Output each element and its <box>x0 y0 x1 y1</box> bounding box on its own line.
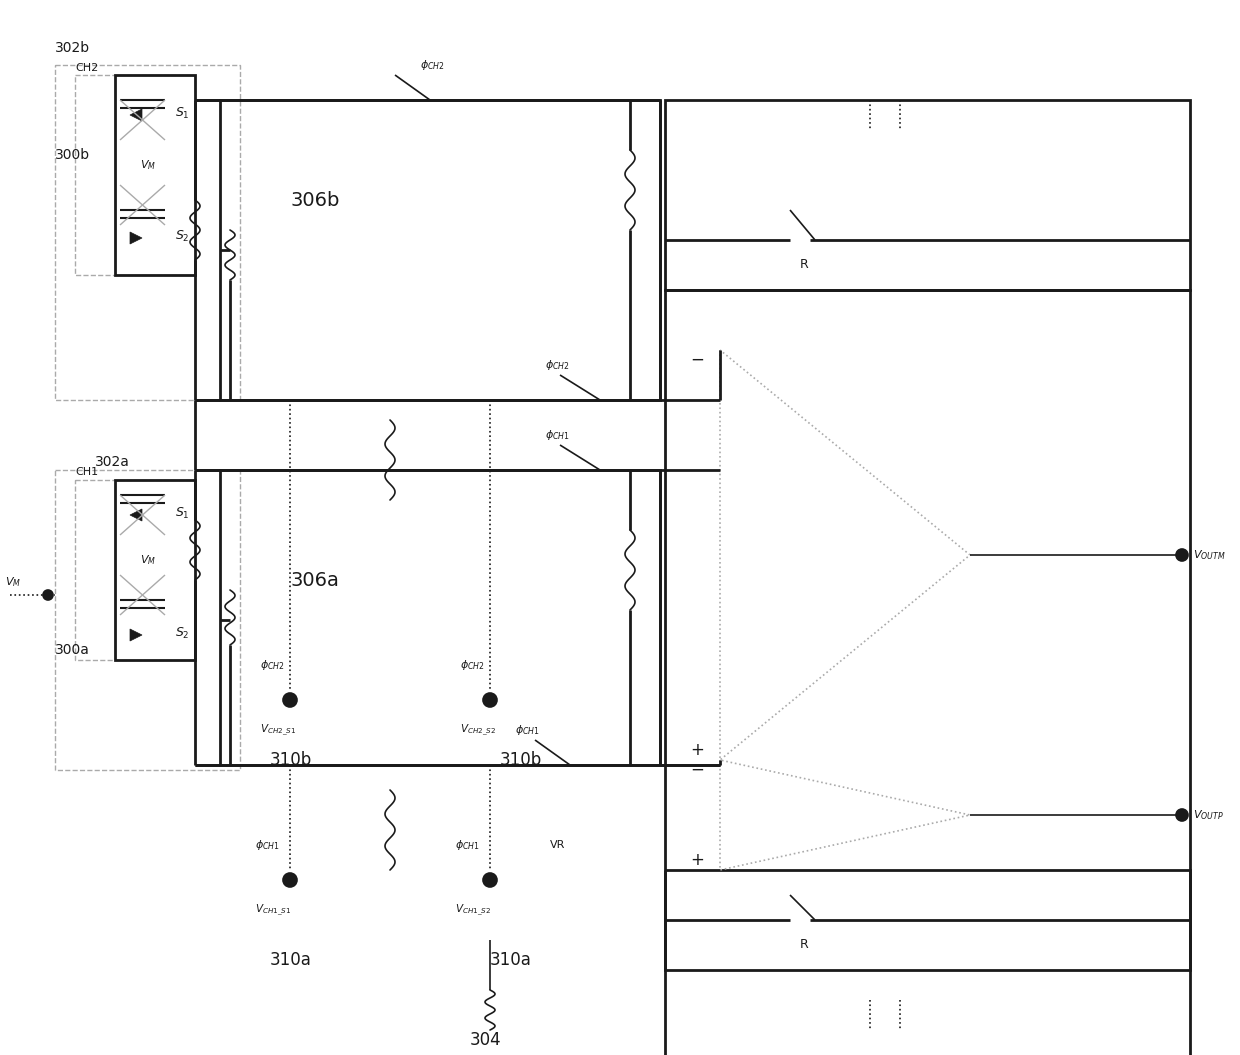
Text: $V_M$: $V_M$ <box>5 575 21 589</box>
Bar <box>219 100 660 400</box>
Circle shape <box>1176 549 1188 561</box>
Text: $\phi_{CH2}$: $\phi_{CH2}$ <box>546 358 569 372</box>
Text: $V_{CH2\_S2}$: $V_{CH2\_S2}$ <box>460 723 496 737</box>
Text: $S_1$: $S_1$ <box>175 106 190 120</box>
Circle shape <box>484 693 497 707</box>
Text: 306a: 306a <box>290 571 339 590</box>
Text: R: R <box>800 258 808 271</box>
Text: 310a: 310a <box>270 951 312 968</box>
Text: +: + <box>689 741 704 759</box>
Text: $V_M$: $V_M$ <box>140 158 156 172</box>
Bar <box>55 469 241 770</box>
Text: $\phi_{CH2}$: $\phi_{CH2}$ <box>420 58 445 72</box>
Polygon shape <box>130 629 143 641</box>
Circle shape <box>283 693 298 707</box>
Circle shape <box>43 590 53 600</box>
Text: CH2: CH2 <box>74 63 98 73</box>
Text: CH1: CH1 <box>74 467 98 477</box>
Text: +: + <box>689 851 704 869</box>
Text: $\phi_{CH1}$: $\phi_{CH1}$ <box>546 428 570 442</box>
Bar <box>74 75 195 275</box>
Text: $V_{CH2\_S1}$: $V_{CH2\_S1}$ <box>260 723 296 737</box>
Text: 310b: 310b <box>500 751 542 769</box>
Text: 306b: 306b <box>290 191 340 210</box>
Text: $V_{CH1\_S1}$: $V_{CH1\_S1}$ <box>255 902 291 918</box>
Text: 304: 304 <box>470 1031 502 1049</box>
Bar <box>115 75 195 275</box>
Text: 310a: 310a <box>490 951 532 968</box>
Text: 300a: 300a <box>55 642 89 657</box>
Circle shape <box>484 872 497 887</box>
Text: 300b: 300b <box>55 148 91 162</box>
Text: VR: VR <box>551 840 565 850</box>
Text: $\phi_{CH1}$: $\phi_{CH1}$ <box>515 723 539 737</box>
Bar <box>55 65 241 400</box>
Text: 302a: 302a <box>95 455 130 469</box>
Text: 310b: 310b <box>270 751 312 769</box>
Bar <box>665 290 1190 970</box>
Bar <box>665 870 1190 1055</box>
Text: $V_{OUTP}$: $V_{OUTP}$ <box>1193 808 1224 822</box>
Circle shape <box>1176 809 1188 821</box>
Text: −: − <box>689 761 704 779</box>
Text: $\phi_{CH2}$: $\phi_{CH2}$ <box>260 658 285 672</box>
Polygon shape <box>130 232 143 244</box>
Text: $\phi_{CH1}$: $\phi_{CH1}$ <box>455 838 480 852</box>
Polygon shape <box>130 509 143 521</box>
Text: $\phi_{CH2}$: $\phi_{CH2}$ <box>460 658 485 672</box>
Text: $S_2$: $S_2$ <box>175 229 190 244</box>
Text: −: − <box>689 351 704 369</box>
Text: $S_1$: $S_1$ <box>175 505 190 520</box>
Text: R: R <box>800 939 808 952</box>
Bar <box>74 480 195 660</box>
Text: $\phi_{CH1}$: $\phi_{CH1}$ <box>255 838 280 852</box>
Bar <box>665 100 1190 290</box>
Text: $S_2$: $S_2$ <box>175 626 190 640</box>
Polygon shape <box>130 109 143 121</box>
Text: $V_M$: $V_M$ <box>140 553 156 567</box>
Bar <box>115 480 195 660</box>
Bar <box>219 469 660 765</box>
Text: $V_{CH1\_S2}$: $V_{CH1\_S2}$ <box>455 902 491 918</box>
Circle shape <box>283 872 298 887</box>
Text: 302b: 302b <box>55 41 91 55</box>
Text: $V_{OUTM}$: $V_{OUTM}$ <box>1193 549 1225 562</box>
